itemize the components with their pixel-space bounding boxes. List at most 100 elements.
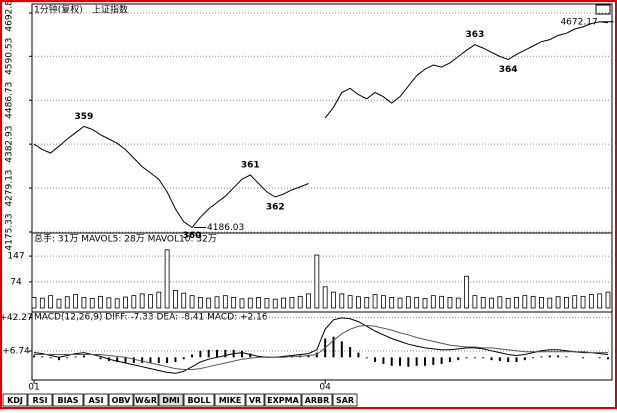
tab-label: OBV [112, 396, 132, 405]
volume-bar [197, 297, 203, 309]
tab[interactable]: OBV [108, 393, 134, 407]
volume-bar [339, 293, 345, 309]
volume-bar [439, 295, 445, 309]
tab-box [214, 393, 246, 407]
tab-box [158, 393, 184, 407]
volume-bar [314, 254, 320, 309]
volume-bar [405, 296, 411, 309]
volume-bar [530, 295, 536, 309]
extreme-label: 4672.17 [560, 17, 597, 27]
tab[interactable]: W&R [133, 393, 159, 407]
y-tick-label: 147 [7, 252, 24, 262]
tab-label: W&R [135, 396, 157, 405]
volume-bar [106, 297, 112, 309]
tab-box [133, 393, 159, 407]
volume-bar [580, 295, 586, 309]
tab[interactable]: DMI [158, 393, 184, 407]
volume-bar [572, 295, 578, 309]
volume-bar [322, 286, 328, 309]
volume-bar [56, 298, 62, 309]
tab-label: EXPMA [267, 396, 299, 405]
volume-bar [372, 294, 378, 309]
tab[interactable]: ARBR [301, 393, 333, 407]
annotation: 360 [183, 231, 202, 241]
close-button[interactable] [595, 4, 611, 15]
volume-bar [48, 295, 54, 309]
tab[interactable]: RSI [27, 393, 53, 407]
volume-bar [539, 297, 544, 309]
tab-box [264, 393, 302, 407]
volume-bar [547, 297, 553, 309]
volume-bar [489, 297, 494, 309]
tab-label: VR [249, 396, 261, 405]
volume-bar [389, 297, 395, 309]
y-tick-label: +42.27 [0, 313, 33, 323]
volume-bar [39, 297, 45, 309]
y-tick-label: 4692.87 [5, 0, 15, 32]
annotation: 364 [499, 65, 518, 75]
volume-bar [464, 275, 469, 309]
volume-bar [173, 289, 178, 309]
volume-bar [514, 297, 519, 309]
annotation: 359 [75, 112, 94, 122]
volume-bar [397, 297, 403, 309]
volume-bar [356, 296, 361, 309]
x-tick-label: 04 [319, 383, 331, 393]
y-tick-label: 4486.73 [5, 82, 15, 119]
tab-box [2, 393, 28, 407]
series-line [33, 21, 609, 229]
annotation: 363 [466, 30, 485, 40]
volume-bar [89, 298, 95, 309]
volume-bar [522, 295, 528, 309]
y-tick-label: +6.74 [2, 347, 30, 357]
volume-bar [297, 295, 303, 309]
y-tick-label: 4279.13 [5, 169, 15, 206]
tab-label: ASI [89, 396, 104, 405]
volume-bar [231, 297, 237, 309]
tab-box [245, 393, 265, 407]
tab[interactable]: ASI [83, 393, 109, 407]
tab[interactable]: EXPMA [264, 393, 302, 407]
volume-bar [264, 298, 270, 309]
tab[interactable]: VR [245, 393, 265, 407]
volume-bar [181, 292, 187, 309]
volume-bar [81, 297, 87, 309]
tab-label: BIAS [57, 396, 78, 405]
tab[interactable]: KDJ [2, 393, 28, 407]
volume-bar [73, 294, 78, 309]
series-name: 上证指数 [92, 4, 128, 16]
series-line [34, 324, 608, 370]
x-tick-label: 01 [28, 383, 39, 393]
tab-box [83, 393, 109, 407]
volume-bar [272, 298, 278, 309]
tab-box [301, 393, 333, 407]
tab-box [27, 393, 53, 407]
tab-label: RSI [33, 396, 48, 405]
tab[interactable]: SAR [332, 393, 358, 407]
volume-bar [114, 298, 120, 309]
volume-bar [605, 291, 611, 309]
tab[interactable]: BIAS [52, 393, 84, 407]
volume-bar [347, 295, 353, 309]
volume-bar [480, 297, 486, 309]
tab-label: SAR [336, 396, 354, 405]
volume-bar [256, 297, 262, 309]
volume-bar [148, 294, 153, 309]
volume-bar [64, 296, 70, 309]
volume-bar [206, 297, 212, 309]
volume-bar [281, 297, 286, 309]
annotation: 362 [266, 203, 285, 213]
volume-bar [331, 291, 336, 309]
volume-title: 总手: 31万 MAVOL5: 28万 MAVOL10: 32万 [34, 233, 217, 245]
series-line [33, 317, 609, 374]
volume-bar [31, 297, 37, 309]
volume-bar [564, 297, 569, 309]
y-tick-label: 4382.93 [5, 126, 15, 163]
volume-bar [472, 295, 478, 309]
tab[interactable]: BOLL [183, 393, 215, 407]
tab[interactable]: MIKE [214, 393, 246, 407]
tab-label: ARBR [305, 396, 330, 405]
volume-bar [380, 295, 386, 309]
volume-bar [189, 295, 195, 309]
